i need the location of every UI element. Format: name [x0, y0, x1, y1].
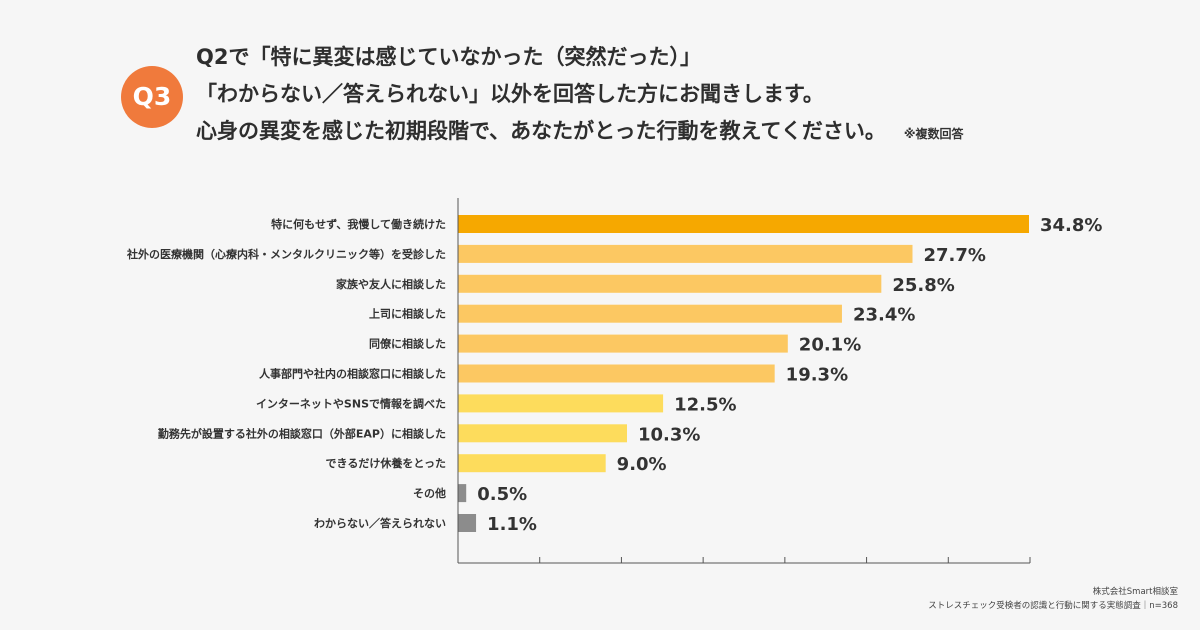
category-label: その他 — [413, 486, 446, 500]
question-line-1: Q2で「特に異変は感じていなかった（突然だった）」 — [196, 45, 701, 69]
value-label: 34.8% — [1040, 215, 1102, 236]
bar — [458, 454, 606, 473]
question-line-3: 心身の異変を感じた初期段階で、あなたがとった行動を教えてください。 ※複数回答 — [196, 113, 1156, 153]
bar — [458, 334, 788, 353]
question-line-2: 「わからない／答えられない」以外を回答した方にお聞きします。 — [196, 82, 824, 106]
category-label: 同僚に相談した — [369, 337, 446, 351]
bar — [458, 215, 1029, 233]
value-label: 10.3% — [638, 424, 700, 445]
category-label: 上司に相談した — [369, 307, 446, 321]
bar — [458, 484, 467, 503]
bar — [458, 304, 842, 323]
bar — [458, 394, 664, 413]
value-label: 1.1% — [487, 514, 537, 535]
value-label: 19.3% — [786, 365, 848, 386]
source-company: 株式会社Smart相談室 — [1092, 587, 1178, 597]
bar — [458, 274, 882, 293]
source-survey: ストレスチェック受検者の認識と行動に関する実態調査｜n=368 — [928, 601, 1178, 611]
value-label: 25.8% — [892, 275, 954, 296]
category-label: わからない／答えられない — [314, 516, 446, 530]
category-label: できるだけ休養をとった — [326, 456, 446, 470]
source-credit: 株式会社Smart相談室 ストレスチェック受検者の認識と行動に関する実態調査｜n… — [928, 585, 1178, 613]
value-label: 20.1% — [799, 335, 861, 356]
category-label: 人事部門や社内の相談窓口に相談した — [259, 367, 446, 381]
category-label: 社外の医療機関（心療内科・メンタルクリニック等）を受診した — [126, 247, 446, 261]
bar — [458, 364, 775, 383]
category-label: インターネットやSNSで情報を調べた — [256, 396, 446, 410]
value-label: 23.4% — [853, 305, 915, 326]
value-label: 12.5% — [674, 394, 736, 415]
bar — [458, 514, 477, 532]
category-label: 家族や友人に相談した — [336, 277, 446, 291]
multiple-answer-note: ※複数回答 — [903, 127, 964, 141]
value-label: 0.5% — [477, 484, 527, 505]
bar — [458, 244, 913, 263]
question-number-badge: Q3 — [121, 66, 183, 128]
category-label: 勤務先が設置する社外の相談窓口（外部EAP）に相談した — [158, 426, 446, 440]
category-label: 特に何もせず、我慢して働き続けた — [271, 217, 446, 231]
bar — [458, 424, 628, 443]
question-line-3-text: 心身の異変を感じた初期段階で、あなたがとった行動を教えてください。 — [196, 119, 886, 143]
question-text: Q2で「特に異変は感じていなかった（突然だった）」 「わからない／答えられない」… — [196, 39, 1156, 153]
value-label: 27.7% — [924, 245, 986, 266]
value-label: 9.0% — [617, 454, 667, 475]
